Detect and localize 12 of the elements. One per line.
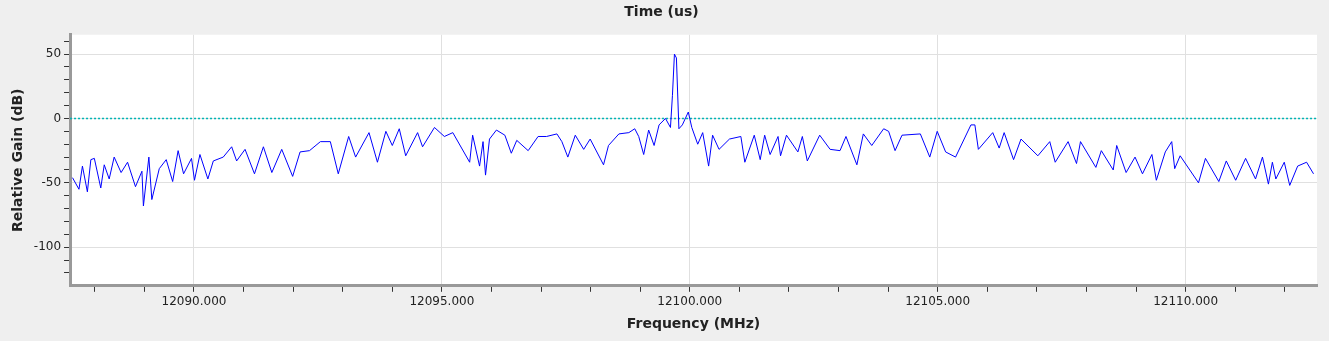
x-tick-label: 12090.000: [161, 294, 227, 309]
x-axis-title: Frequency (MHz): [626, 315, 761, 332]
x-tick-label: 12110.000: [1153, 294, 1219, 309]
x-tick-label: 12095.000: [409, 294, 475, 309]
y-tick-label: 0: [53, 110, 62, 125]
y-tick-label: 50: [45, 46, 62, 61]
y-tick-label: -100: [33, 239, 62, 254]
y-tick-label: -50: [41, 174, 62, 189]
x-tick-label: 12105.000: [905, 294, 971, 309]
x-tick-label: 12100.000: [657, 294, 723, 309]
chart-title: Time (us): [624, 3, 699, 20]
y-axis-title: Relative Gain (dB): [9, 88, 26, 233]
